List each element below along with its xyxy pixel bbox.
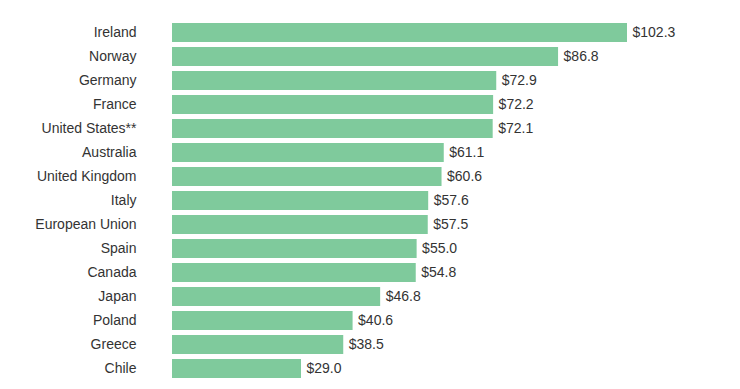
svg-text:European Union: European Union — [35, 216, 136, 232]
svg-text:$57.5: $57.5 — [433, 216, 468, 232]
svg-text:Poland: Poland — [93, 312, 137, 328]
svg-text:United States**: United States** — [42, 120, 137, 136]
svg-text:$86.8: $86.8 — [564, 48, 599, 64]
svg-text:$40.6: $40.6 — [358, 312, 393, 328]
svg-text:$72.1: $72.1 — [498, 120, 533, 136]
svg-text:Norway: Norway — [89, 48, 136, 64]
svg-text:Japan: Japan — [98, 288, 136, 304]
svg-text:$102.3: $102.3 — [633, 24, 676, 40]
svg-text:Chile: Chile — [105, 360, 137, 376]
svg-text:United Kingdom: United Kingdom — [37, 168, 137, 184]
svg-text:$72.2: $72.2 — [499, 96, 534, 112]
svg-text:Spain: Spain — [101, 240, 137, 256]
svg-text:Greece: Greece — [91, 336, 137, 352]
svg-text:$61.1: $61.1 — [449, 144, 484, 160]
svg-text:$29.0: $29.0 — [306, 360, 341, 376]
svg-text:Canada: Canada — [87, 264, 136, 280]
svg-text:Australia: Australia — [82, 144, 137, 160]
svg-text:Ireland: Ireland — [94, 24, 137, 40]
svg-text:$46.8: $46.8 — [386, 288, 421, 304]
svg-text:Italy: Italy — [111, 192, 137, 208]
svg-text:$55.0: $55.0 — [422, 240, 457, 256]
svg-text:$72.9: $72.9 — [502, 72, 537, 88]
svg-text:France: France — [93, 96, 137, 112]
svg-text:Germany: Germany — [79, 72, 137, 88]
svg-text:$54.8: $54.8 — [421, 264, 456, 280]
svg-text:$60.6: $60.6 — [447, 168, 482, 184]
svg-text:$38.5: $38.5 — [349, 336, 384, 352]
svg-text:$57.6: $57.6 — [434, 192, 469, 208]
